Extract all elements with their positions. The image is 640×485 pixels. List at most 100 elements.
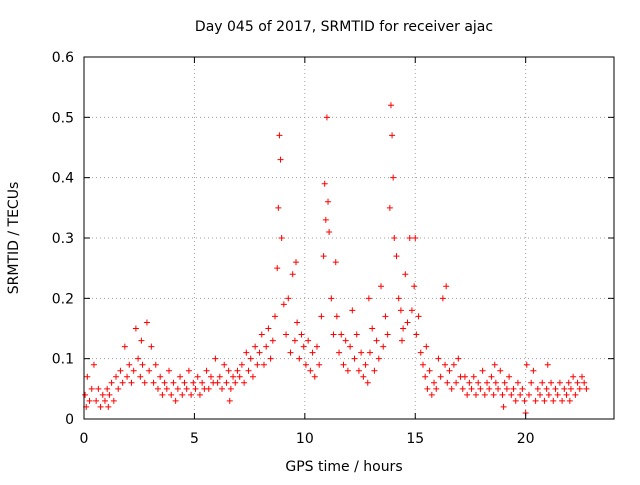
data-point (375, 355, 382, 362)
data-point (360, 373, 367, 380)
data-point (294, 319, 301, 326)
data-point (390, 174, 397, 181)
data-point (321, 180, 328, 187)
data-point (365, 295, 372, 302)
data-point (265, 325, 272, 332)
data-point (399, 337, 405, 344)
x-tick-label: 5 (190, 431, 199, 447)
data-point (163, 385, 170, 392)
data-point (554, 391, 561, 398)
data-point (581, 379, 588, 386)
data-point (205, 385, 212, 392)
data-point (550, 397, 557, 404)
data-point (318, 313, 325, 320)
data-point (481, 391, 488, 398)
data-point (143, 319, 150, 326)
data-point (491, 361, 498, 368)
data-point (328, 295, 335, 302)
data-point (472, 391, 479, 398)
data-point (277, 156, 284, 163)
data-point (254, 361, 261, 368)
data-point (302, 361, 309, 368)
data-point (578, 373, 585, 380)
data-point (461, 373, 468, 380)
data-point (443, 283, 450, 290)
data-point (404, 319, 411, 326)
y-tick-label: 0.6 (52, 50, 74, 66)
data-point (332, 259, 339, 266)
data-point (141, 379, 148, 386)
data-point (174, 385, 181, 392)
data-point (412, 235, 419, 241)
data-point (177, 373, 184, 380)
data-point (274, 265, 281, 272)
data-point (139, 361, 146, 368)
data-point (161, 379, 168, 386)
data-point (382, 313, 389, 320)
data-point (307, 367, 314, 374)
data-point (446, 367, 453, 374)
y-tick-label: 0.3 (52, 231, 74, 247)
x-axis-label: GPS time / hours (285, 459, 402, 475)
data-point (117, 367, 124, 374)
data-point (289, 271, 296, 278)
data-point (326, 228, 333, 235)
data-point (154, 385, 161, 392)
data-point (448, 385, 455, 392)
data-point (400, 325, 407, 332)
data-point (384, 331, 391, 338)
data-point (166, 367, 173, 374)
data-point (521, 397, 528, 404)
data-point (353, 331, 360, 338)
data-point (119, 379, 126, 386)
data-point (170, 379, 177, 386)
data-point (419, 361, 426, 368)
data-point (470, 373, 477, 380)
data-point (426, 367, 433, 374)
data-point (567, 385, 574, 392)
data-point (366, 349, 373, 356)
data-point (150, 379, 157, 386)
data-point (113, 373, 120, 380)
data-point (183, 385, 190, 392)
data-point (355, 367, 362, 374)
data-point (296, 355, 303, 362)
data-point (225, 367, 232, 374)
data-point (291, 337, 298, 344)
data-point (135, 355, 142, 362)
data-point (333, 313, 340, 320)
y-tick-label: 0.5 (52, 110, 74, 126)
data-point (99, 391, 106, 398)
data-point (245, 367, 252, 374)
data-point (241, 379, 248, 386)
data-point (369, 325, 376, 332)
data-point (373, 337, 380, 344)
data-point (583, 385, 590, 392)
data-point (422, 373, 429, 380)
data-point (492, 379, 499, 386)
data-point (97, 403, 104, 410)
data-point (121, 343, 128, 350)
data-point (104, 385, 111, 392)
data-point (413, 331, 420, 338)
data-point (563, 391, 570, 398)
data-point (371, 367, 378, 374)
data-point (479, 367, 486, 374)
data-point (128, 379, 135, 386)
data-point (574, 379, 581, 386)
data-point (323, 114, 330, 121)
data-point (258, 331, 265, 338)
data-point (499, 391, 506, 398)
data-point (559, 397, 566, 404)
data-point (544, 361, 551, 368)
data-point (336, 349, 343, 356)
data-point (545, 391, 552, 398)
data-point (88, 385, 95, 392)
data-point (146, 367, 153, 374)
data-point (500, 403, 507, 410)
data-point (330, 331, 337, 338)
data-point (486, 385, 493, 392)
data-point (95, 385, 102, 392)
data-point (435, 355, 442, 362)
data-point (212, 355, 219, 362)
